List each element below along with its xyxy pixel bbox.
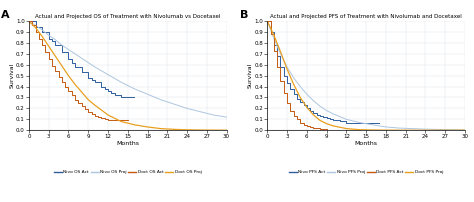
X-axis label: Months: Months: [355, 141, 378, 146]
Y-axis label: Survival: Survival: [248, 63, 253, 88]
X-axis label: Months: Months: [116, 141, 139, 146]
Legend: Nivo PFS Act, Nivo PFS Proj, Doct PFS Act, Doct PFS Proj: Nivo PFS Act, Nivo PFS Proj, Doct PFS Ac…: [287, 168, 445, 176]
Text: B: B: [240, 10, 248, 20]
Legend: Nivo OS Act, Nivo OS Proj, Doct OS Act, Doct OS Proj: Nivo OS Act, Nivo OS Proj, Doct OS Act, …: [52, 168, 203, 176]
Text: A: A: [1, 10, 10, 20]
Y-axis label: Survival: Survival: [9, 63, 15, 88]
Title: Actual and Projected OS of Treatment with Nivolumab vs Docetaxel: Actual and Projected OS of Treatment wit…: [35, 14, 220, 19]
Title: Actual and Projected PFS of Treatment with Nivolumab and Docetaxel: Actual and Projected PFS of Treatment wi…: [270, 14, 462, 19]
